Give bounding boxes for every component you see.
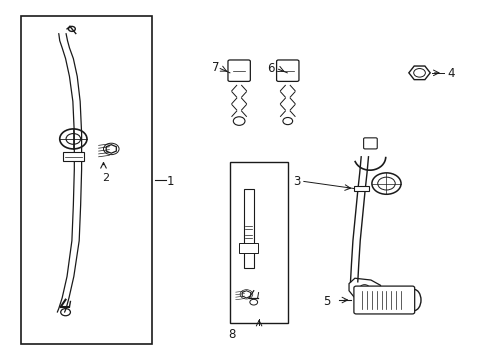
FancyBboxPatch shape (353, 286, 414, 314)
FancyBboxPatch shape (276, 60, 298, 81)
Text: 3: 3 (293, 175, 300, 188)
Text: 4: 4 (447, 67, 454, 80)
Text: 2: 2 (102, 173, 109, 183)
Text: 6: 6 (267, 62, 274, 75)
Bar (21, 16, 152, 344)
Bar (229, 162, 287, 323)
Text: 8: 8 (228, 328, 236, 341)
Bar (239, 243, 257, 253)
FancyBboxPatch shape (227, 60, 250, 81)
Text: 7: 7 (211, 61, 219, 74)
Bar (62, 153, 84, 161)
Bar (354, 186, 368, 192)
FancyBboxPatch shape (363, 138, 376, 149)
Bar (244, 189, 253, 267)
Text: 1: 1 (166, 175, 174, 188)
Text: 5: 5 (323, 294, 330, 307)
